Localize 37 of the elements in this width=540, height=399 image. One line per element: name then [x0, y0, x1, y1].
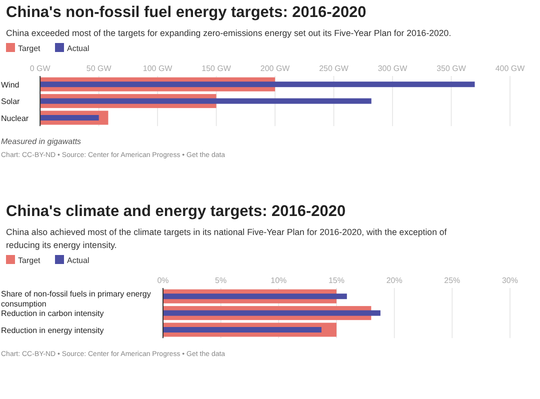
- x-tick-label: 5%: [215, 276, 227, 285]
- x-tick-label: 50 GW: [86, 64, 112, 73]
- chart-title: China's climate and energy targets: 2016-2020: [6, 203, 346, 220]
- bar: [40, 82, 475, 88]
- y-tick-label: Solar: [1, 97, 20, 106]
- bar: [163, 327, 322, 332]
- x-tick-label: 0%: [157, 276, 169, 285]
- y-tick-label: Reduction in carbon intensity: [1, 309, 104, 318]
- x-tick-label: 30%: [502, 276, 518, 285]
- legend-label: Target: [18, 44, 42, 53]
- x-tick-label: 200 GW: [260, 64, 290, 73]
- y-tick-label: Wind: [1, 80, 20, 90]
- y-tick-label: Reduction in energy intensity: [1, 326, 104, 335]
- bar: [163, 294, 347, 300]
- legend-label: Actual: [67, 256, 90, 265]
- bar: [40, 115, 99, 120]
- bar: [40, 98, 372, 104]
- chart-title: China's non-fossil fuel energy targets: 2016-2020: [6, 4, 366, 21]
- bar: [163, 310, 380, 316]
- x-tick-label: 350 GW: [436, 64, 466, 73]
- x-tick-label: 0 GW: [30, 64, 51, 73]
- x-tick-label: 15%: [328, 276, 345, 285]
- text: Measured in gigawatts: [1, 137, 82, 146]
- x-tick-label: 150 GW: [202, 64, 232, 73]
- y-tick-label: Share of non-fossil fuels in primary energy consumption: [1, 289, 151, 308]
- x-tick-label: 20%: [386, 276, 402, 285]
- x-tick-label: 400 GW: [495, 64, 526, 73]
- x-tick-label: 300 GW: [378, 64, 408, 73]
- legend-label: Actual: [67, 44, 90, 53]
- x-tick-label: 250 GW: [319, 64, 349, 73]
- x-tick-label: 100 GW: [142, 64, 173, 73]
- chart-subtitle: China also achieved most of the climate targets in its national Five-Year Plan for 2016-2020, with the exception of reducing its energy intensity.: [6, 227, 448, 250]
- x-tick-label: 10%: [270, 276, 287, 285]
- y-tick-label: Nuclear: [1, 114, 29, 123]
- chart-subtitle: China exceeded most of the targets for expanding zero-emissions energy set out its Five-Year Plan for 2016-2020.: [6, 28, 452, 38]
- legend-label: Target: [18, 256, 42, 265]
- x-tick-label: 25%: [444, 276, 460, 285]
